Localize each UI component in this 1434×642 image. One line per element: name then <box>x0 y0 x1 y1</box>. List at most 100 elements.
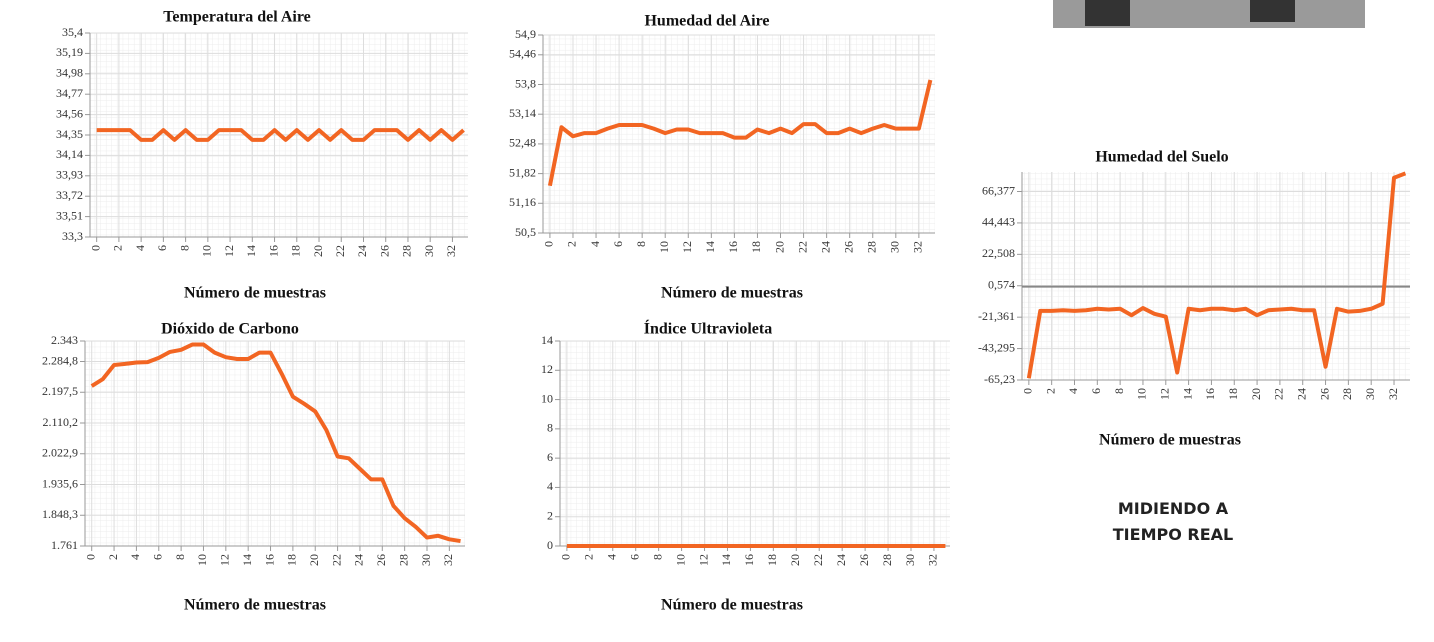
y-tick-label: 51,82 <box>509 165 536 179</box>
x-tick-label: 16 <box>262 554 276 566</box>
x-tick-label: 12 <box>680 241 694 253</box>
y-tick-label: 34,77 <box>56 86 83 100</box>
y-tick-label: 33,72 <box>56 188 83 202</box>
x-tick-label: 26 <box>857 554 871 566</box>
plot-area <box>1022 172 1410 380</box>
x-tick-label: 10 <box>657 241 671 253</box>
x-tick-label: 32 <box>1386 388 1400 400</box>
x-tick-label: 6 <box>151 554 165 560</box>
x-tick-label: 20 <box>772 241 786 253</box>
x-tick-label: 2 <box>1043 388 1057 394</box>
x-tick-label: 4 <box>1066 388 1080 394</box>
x-tick-label: 20 <box>311 245 325 257</box>
y-tick-label: 34,35 <box>56 127 83 141</box>
x-tick-label: 32 <box>911 241 925 253</box>
x-tick-label: 2 <box>565 241 579 247</box>
x-tick-label: 2 <box>582 554 596 560</box>
x-tick-label: 20 <box>788 554 802 566</box>
x-tick-label: 26 <box>377 245 391 257</box>
y-tick-label: 54,46 <box>509 47 536 61</box>
x-axis-label: Número de muestras <box>184 597 326 614</box>
plot-area <box>543 35 935 233</box>
data-line <box>96 128 465 142</box>
y-tick-label: 4 <box>547 479 553 493</box>
x-tick-label: 16 <box>726 241 740 253</box>
x-tick-label: 12 <box>218 554 232 566</box>
x-tick-label: 14 <box>240 554 254 566</box>
x-tick-label: 26 <box>374 554 388 566</box>
x-tick-label: 30 <box>422 245 436 257</box>
y-tick-label: 35,4 <box>62 25 83 39</box>
x-tick-label: 22 <box>329 554 343 566</box>
x-tick-label: 24 <box>355 245 369 257</box>
x-tick-label: 24 <box>352 554 366 566</box>
x-tick-label: 6 <box>1089 388 1103 394</box>
x-tick-label: 16 <box>266 245 280 257</box>
x-tick-label: 28 <box>400 245 414 257</box>
chart-title: Dióxido de Carbono <box>161 321 299 338</box>
x-tick-label: 26 <box>841 241 855 253</box>
data-line <box>547 79 933 187</box>
y-tick-label: 2.197,5 <box>42 384 78 398</box>
y-tick-label: 12 <box>541 362 553 376</box>
x-axis-label: Número de muestras <box>1099 432 1241 449</box>
x-tick-label: 16 <box>742 554 756 566</box>
data-line <box>90 342 461 544</box>
photo-detail <box>1085 0 1130 26</box>
y-tick-label: 14 <box>541 333 553 347</box>
y-tick-label: -65,23 <box>984 372 1015 386</box>
x-tick-label: 12 <box>222 245 236 257</box>
chart-title: Humedad del Aire <box>644 13 769 30</box>
y-tick-label: 34,56 <box>56 106 83 120</box>
x-tick-label: 24 <box>834 554 848 566</box>
y-tick-label: 2.022,9 <box>42 446 78 460</box>
y-tick-label: 66,377 <box>982 183 1015 197</box>
y-tick-label: 33,3 <box>62 229 83 243</box>
x-tick-label: 28 <box>396 554 410 566</box>
chart-title: Humedad del Suelo <box>1095 149 1228 166</box>
y-tick-label: 33,93 <box>56 168 83 182</box>
y-tick-label: 44,443 <box>982 215 1015 229</box>
x-tick-label: 4 <box>605 554 619 560</box>
x-tick-label: 32 <box>926 554 940 566</box>
x-tick-label: 14 <box>244 245 258 257</box>
x-tick-label: 10 <box>673 554 687 566</box>
y-tick-label: 22,508 <box>982 246 1015 260</box>
x-tick-label: 30 <box>1363 388 1377 400</box>
x-tick-label: 8 <box>1112 388 1126 394</box>
y-tick-label: 6 <box>547 450 553 464</box>
x-tick-label: 10 <box>195 554 209 566</box>
y-tick-label: 52,48 <box>509 136 536 150</box>
y-tick-label: 8 <box>547 421 553 435</box>
x-axis-label: Número de muestras <box>184 285 326 302</box>
chart-title: Temperatura del Aire <box>163 9 311 26</box>
x-tick-label: 6 <box>155 245 169 251</box>
x-tick-label: 4 <box>133 245 147 251</box>
y-tick-label: 2.110,2 <box>42 415 78 429</box>
x-tick-label: 18 <box>749 241 763 253</box>
x-tick-label: 32 <box>441 554 455 566</box>
y-tick-label: 1.761 <box>51 538 78 552</box>
y-tick-label: 35,19 <box>56 45 83 59</box>
x-tick-label: 18 <box>285 554 299 566</box>
x-tick-label: 22 <box>811 554 825 566</box>
y-tick-label: -21,361 <box>978 309 1015 323</box>
x-tick-label: 20 <box>1249 388 1263 400</box>
chart-title: Índice Ultravioleta <box>644 319 772 338</box>
x-tick-label: 8 <box>650 554 664 560</box>
y-tick-label: -43,295 <box>978 340 1015 354</box>
x-tick-label: 4 <box>588 241 602 247</box>
x-tick-label: 8 <box>634 241 648 247</box>
x-tick-label: 14 <box>719 554 733 566</box>
x-tick-label: 22 <box>333 245 347 257</box>
x-tick-label: 18 <box>765 554 779 566</box>
x-tick-label: 16 <box>1203 388 1217 400</box>
y-tick-label: 0,574 <box>988 278 1015 292</box>
y-tick-label: 34,98 <box>56 66 83 80</box>
x-axis-label: Número de muestras <box>661 597 803 614</box>
x-tick-label: 28 <box>880 554 894 566</box>
x-tick-label: 30 <box>903 554 917 566</box>
x-tick-label: 30 <box>888 241 902 253</box>
x-tick-label: 18 <box>289 245 303 257</box>
